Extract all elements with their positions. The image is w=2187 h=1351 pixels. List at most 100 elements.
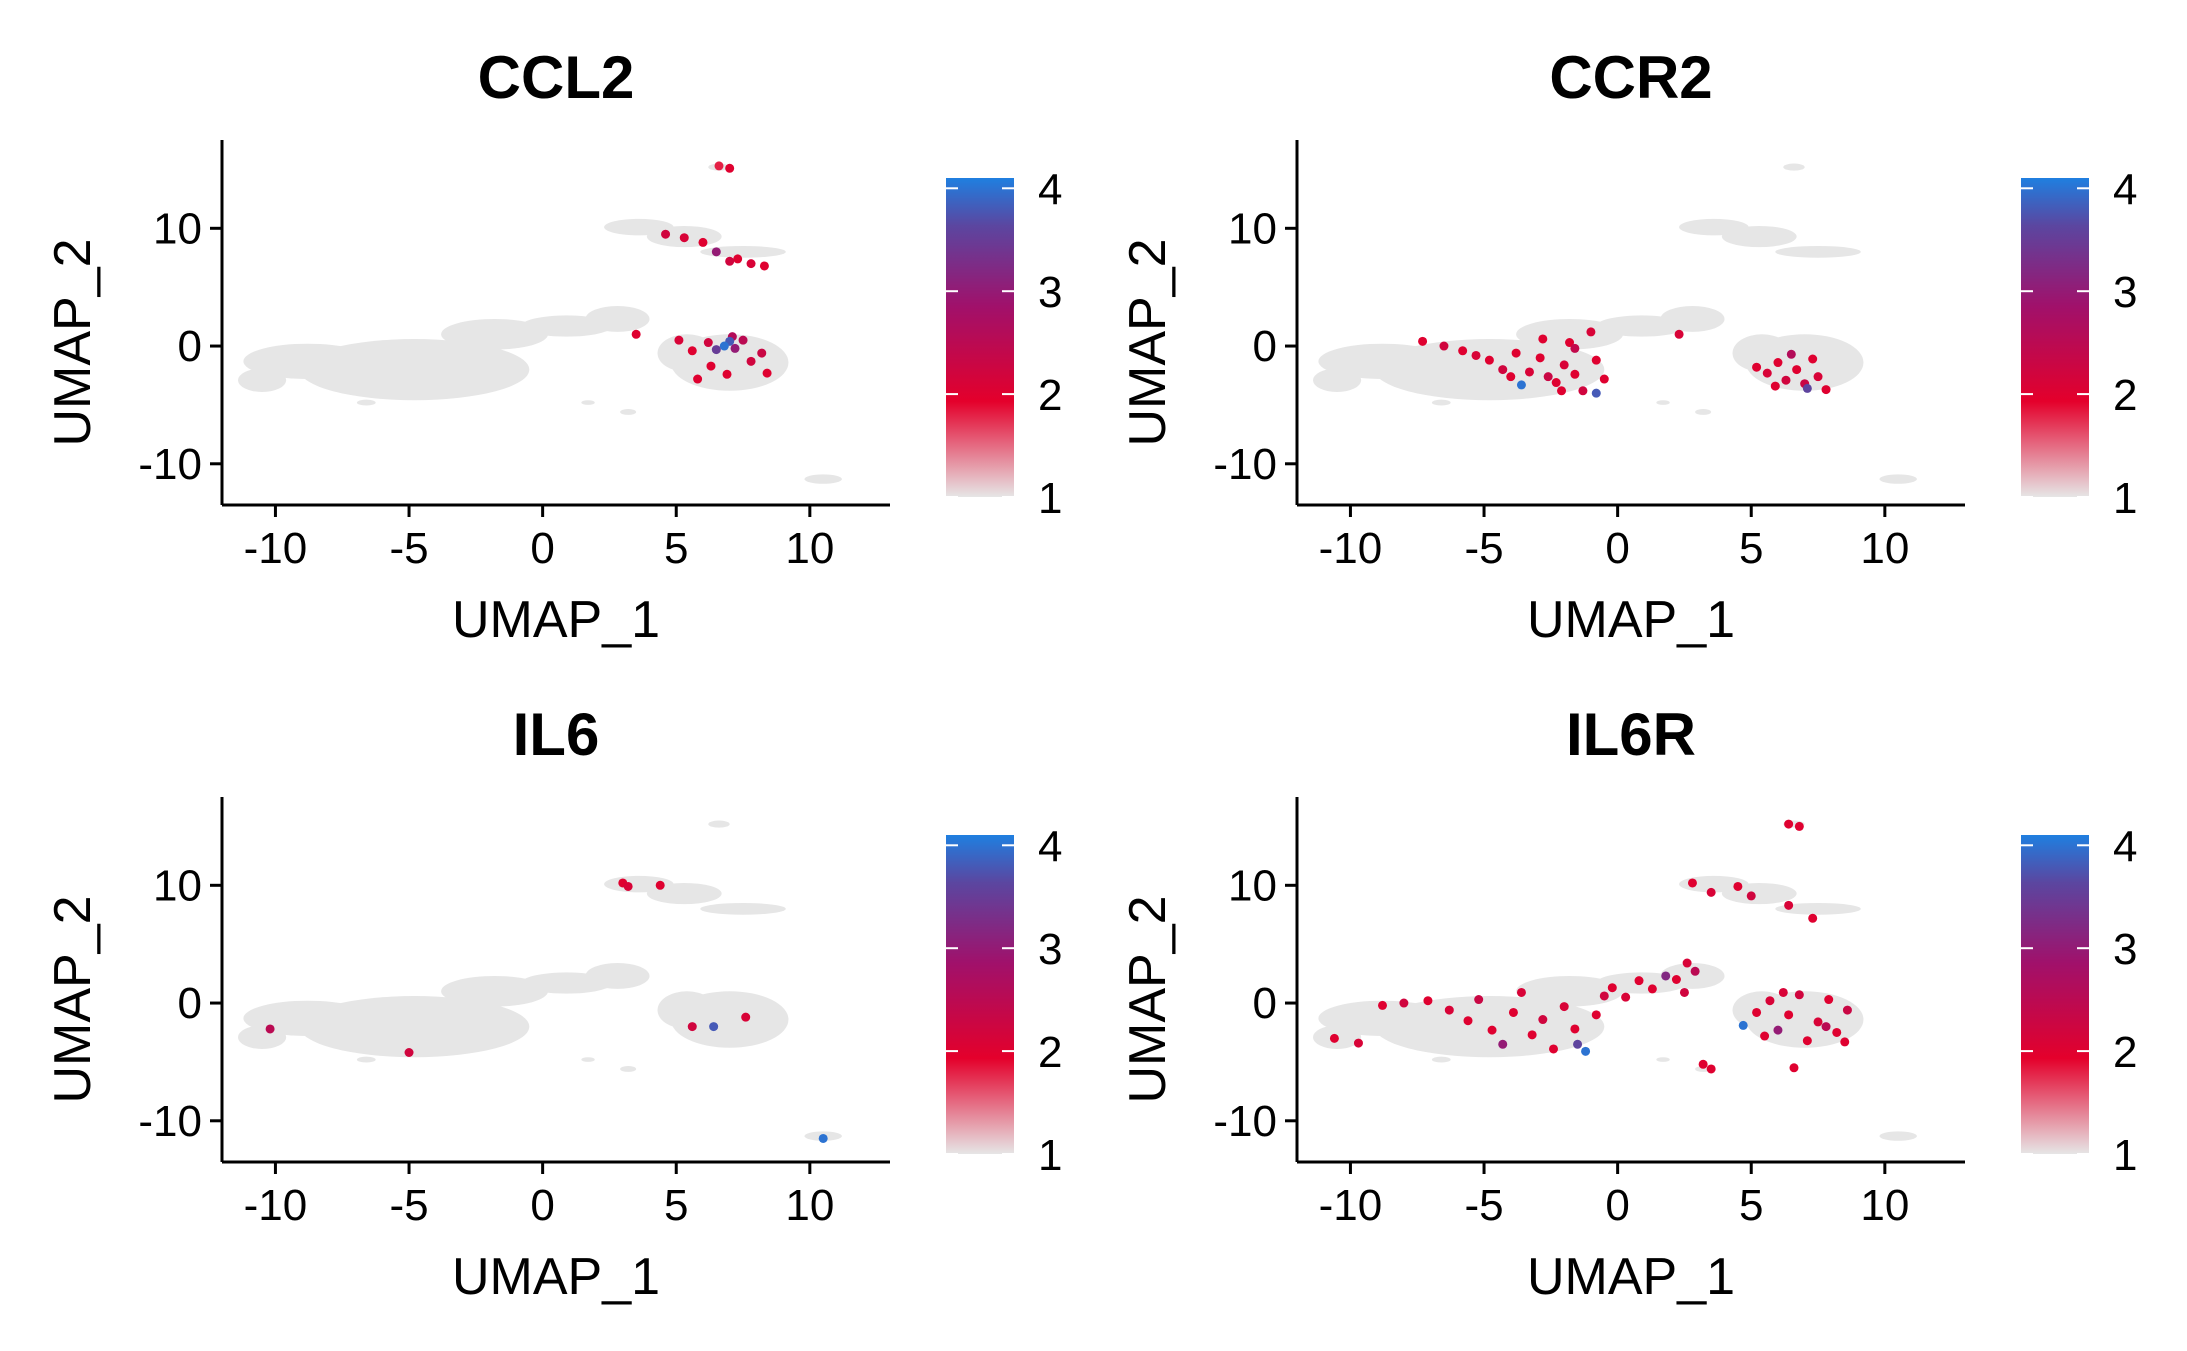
y-tick-label: -10 [1213,1097,1277,1146]
data-point [1706,1064,1716,1074]
x-tick-label: 5 [664,1181,688,1230]
cell-cluster [657,334,717,372]
data-point [1808,354,1818,364]
data-point [1570,1024,1580,1034]
data-point [1621,992,1631,1002]
data-point [1591,388,1601,398]
data-point [1784,1010,1794,1020]
legend-tick-label: 4 [1038,165,1062,214]
cell-cluster [1879,1131,1917,1141]
cell-cluster [1732,991,1792,1029]
data-point [1682,958,1692,968]
legend-tick-label: 3 [1038,268,1062,317]
data-point [679,233,689,243]
data-point [631,329,641,339]
data-point [1738,1020,1748,1030]
y-axis-label: UMAP_2 [44,238,102,446]
legend-tick-label: 4 [1038,822,1062,871]
data-point [714,161,724,171]
cell-cluster [1695,409,1712,415]
cell-cluster [620,1066,637,1072]
data-point [725,256,735,266]
color-legend: 1 2 3 4 [946,822,1062,1180]
data-point [1802,383,1812,393]
x-tick-label: 10 [1860,524,1909,573]
legend-tick-label: 4 [2113,165,2137,214]
data-point [655,880,665,890]
x-tick-label: -5 [389,1181,428,1230]
data-point [687,346,697,356]
data-point [1599,374,1609,384]
x-tick-label: 0 [1605,524,1629,573]
data-point [1439,341,1449,351]
y-tick-label: 0 [1253,322,1277,371]
data-point [1808,913,1818,923]
legend-tick-label: 1 [1038,474,1062,523]
expression-points [1418,327,1831,398]
data-point [1516,380,1526,390]
data-point [1773,358,1783,368]
x-axis-label: UMAP_1 [452,591,660,649]
data-point [1444,1005,1454,1015]
data-point [1538,334,1548,344]
data-point [1752,362,1762,372]
x-axis-label: UMAP_1 [1527,1248,1735,1306]
cell-cluster [238,368,287,392]
data-point [1506,372,1516,382]
data-point [1591,355,1601,365]
y-axis-label: UMAP_2 [44,895,102,1103]
expression-points [265,878,828,1143]
data-point [1647,984,1657,994]
legend-colorbar [946,835,1014,1154]
data-point [1524,367,1534,377]
x-tick-label: 10 [785,524,834,573]
data-point [1353,1038,1363,1048]
data-point [1784,900,1794,910]
data-point [1591,1010,1601,1020]
data-point [1733,881,1743,891]
cell-cluster [356,399,376,406]
legend-tick-label: 3 [2113,925,2137,974]
data-point [1781,375,1791,385]
color-legend: 1 2 3 4 [946,165,1062,523]
data-point [711,247,721,257]
data-point [757,348,767,358]
data-point [1463,1016,1473,1026]
cell-cluster [1318,1000,1447,1037]
data-point [1516,987,1526,997]
data-point [1746,891,1756,901]
data-point [1824,995,1834,1005]
data-point [1498,1039,1508,1049]
y-tick-label: 0 [1253,979,1277,1028]
legend-colorbar [2021,178,2089,497]
data-point [1760,1031,1770,1041]
cell-cluster [1656,400,1670,405]
cell-cluster [646,882,722,905]
panel-il6: IL6 -10 -5 0 5 10 -10 0 10 UMAP_1 UMAP_2 1 2 3 4 [44,701,1062,1306]
cell-cluster [1879,474,1917,484]
x-tick-label: 10 [785,1181,834,1230]
data-point [741,1012,751,1022]
data-point [1698,1059,1708,1069]
data-point [1832,1027,1842,1037]
data-point [1842,1005,1852,1015]
legend-colorbar [946,178,1014,497]
data-point [1792,365,1802,375]
data-point [1570,369,1580,379]
data-point [1565,338,1575,348]
data-point [1378,1000,1388,1010]
background-cells [238,163,842,484]
x-axis-label: UMAP_1 [452,1248,660,1306]
cell-cluster [700,902,786,915]
data-point [674,335,684,345]
panels: CCL2-10 -5 0 5 10-10010UMAP_1UMAP_21234CCR2-… [44,44,2137,1306]
data-point [687,1022,697,1032]
data-point [1802,1036,1812,1046]
x-tick-label: 0 [530,1181,554,1230]
data-point [759,261,769,271]
data-point [1687,878,1697,888]
cell-cluster [1775,245,1861,258]
y-tick-label: 10 [1228,204,1277,253]
data-point [711,345,721,355]
cell-cluster [585,306,650,332]
